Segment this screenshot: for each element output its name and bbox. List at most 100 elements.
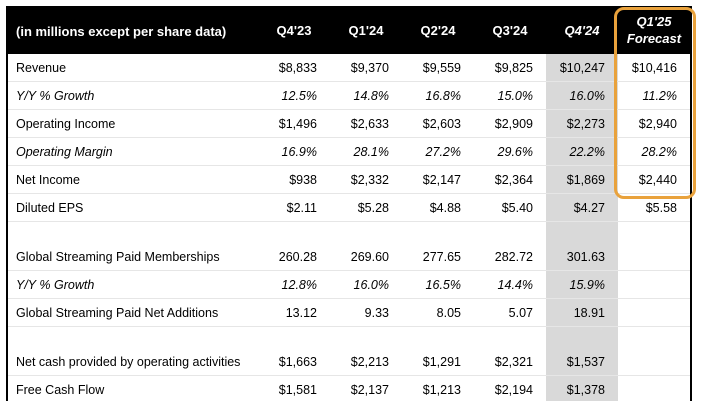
spacer-row — [8, 221, 690, 244]
cell — [258, 327, 330, 349]
cell — [402, 222, 474, 244]
row-label: Y/Y % Growth — [8, 270, 258, 299]
cell: $2,194 — [474, 375, 546, 401]
cell: $1,291 — [402, 348, 474, 376]
cell: 11.2% — [618, 81, 690, 110]
cell: 301.63 — [546, 243, 618, 271]
cell: $2,321 — [474, 348, 546, 376]
column-header-label: Q3'24 — [492, 22, 528, 38]
cell: $5.40 — [474, 193, 546, 222]
cell — [618, 375, 690, 401]
cell — [474, 327, 546, 349]
cell: $1,581 — [258, 375, 330, 401]
cell: $1,663 — [258, 348, 330, 376]
cell: 29.6% — [474, 137, 546, 166]
cell: 8.05 — [402, 298, 474, 327]
row-label: Y/Y % Growth — [8, 81, 258, 110]
row-label: Operating Margin — [8, 137, 258, 166]
cell: $2,273 — [546, 109, 618, 138]
cell: $10,247 — [546, 54, 618, 82]
table-row-net-income: Net Income $938 $2,332 $2,147 $2,364 $1,869 $2… — [8, 165, 690, 194]
column-header-q423: Q4'23 — [258, 8, 330, 54]
cell: $2,332 — [330, 165, 402, 194]
cell: 28.2% — [618, 137, 690, 166]
cell — [330, 327, 402, 349]
cell: $1,869 — [546, 165, 618, 194]
cell: $2,940 — [618, 109, 690, 138]
column-header-label: Q2'24 — [420, 22, 456, 38]
cell: 16.9% — [258, 137, 330, 166]
column-header-q124: Q1'24 — [330, 8, 402, 54]
cell: $4.27 — [546, 193, 618, 222]
cell: $2,364 — [474, 165, 546, 194]
cell: 28.1% — [330, 137, 402, 166]
cell: 27.2% — [402, 137, 474, 166]
cell — [330, 222, 402, 244]
cell: 282.72 — [474, 243, 546, 271]
table-row-diluted-eps: Diluted EPS $2.11 $5.28 $4.88 $5.40 $4.27 $5.5… — [8, 193, 690, 222]
cell: $5.58 — [618, 193, 690, 222]
cell: 9.33 — [330, 298, 402, 327]
column-header-label: Q1'24 — [348, 22, 384, 38]
row-label: Diluted EPS — [8, 193, 258, 222]
cell: 16.5% — [402, 270, 474, 299]
cell: 5.07 — [474, 298, 546, 327]
corner-label: (in millions except per share data) — [8, 8, 258, 54]
row-label: Revenue — [8, 54, 258, 82]
cell — [546, 326, 618, 348]
cell: $2,213 — [330, 348, 402, 376]
cell: $8,833 — [258, 54, 330, 82]
cell: 14.4% — [474, 270, 546, 299]
row-label — [8, 222, 258, 244]
header-row: (in millions except per share data) Q4'2… — [8, 8, 690, 54]
cell: 12.5% — [258, 81, 330, 110]
cell: 15.9% — [546, 270, 618, 299]
row-label: Net Income — [8, 165, 258, 194]
table-row-net-cash-provided-by-operating-activities: Net cash provided by operating activitie… — [8, 348, 690, 376]
cell: $2,603 — [402, 109, 474, 138]
cell: $2,147 — [402, 165, 474, 194]
cell: $2.11 — [258, 193, 330, 222]
spacer-row — [8, 326, 690, 349]
table-row-revenue: Revenue $8,833 $9,370 $9,559 $9,825 $10,247 $1… — [8, 54, 690, 82]
cell: $2,137 — [330, 375, 402, 401]
cell — [546, 221, 618, 243]
cell: 12.8% — [258, 270, 330, 299]
cell: $4.88 — [402, 193, 474, 222]
row-label: Free Cash Flow — [8, 375, 258, 401]
cell: 14.8% — [330, 81, 402, 110]
financial-table-inner: (in millions except per share data) Q4'2… — [8, 8, 690, 401]
table-row-y-y-growth: Y/Y % Growth 12.8% 16.0% 16.5% 14.4% 15.9% — [8, 270, 690, 299]
cell: $9,370 — [330, 54, 402, 82]
cell — [618, 243, 690, 271]
cell — [618, 298, 690, 327]
cell: 269.60 — [330, 243, 402, 271]
cell: $2,440 — [618, 165, 690, 194]
table-row-operating-margin: Operating Margin 16.9% 28.1% 27.2% 29.6% 22.2… — [8, 137, 690, 166]
cell: $1,537 — [546, 348, 618, 376]
cell: 16.0% — [330, 270, 402, 299]
row-label: Global Streaming Paid Memberships — [8, 243, 258, 271]
cell — [258, 222, 330, 244]
cell: 260.28 — [258, 243, 330, 271]
cell: $10,416 — [618, 54, 690, 82]
cell — [402, 327, 474, 349]
cell: $5.28 — [330, 193, 402, 222]
cell: 22.2% — [546, 137, 618, 166]
cell: $1,213 — [402, 375, 474, 401]
table-row-free-cash-flow: Free Cash Flow $1,581 $2,137 $1,213 $2,194 $1… — [8, 375, 690, 401]
column-header-q424: Q4'24 — [546, 8, 618, 54]
cell: 277.65 — [402, 243, 474, 271]
cell — [474, 222, 546, 244]
cell: $9,559 — [402, 54, 474, 82]
column-header-label: Q4'23 — [276, 22, 312, 38]
cell: 18.91 — [546, 298, 618, 327]
cell — [618, 270, 690, 299]
table-row-global-streaming-paid-net-additions: Global Streaming Paid Net Additions 13.12… — [8, 298, 690, 327]
cell: $9,825 — [474, 54, 546, 82]
column-header-sublabel: Forecast — [626, 31, 682, 46]
row-label — [8, 327, 258, 349]
column-header-q224: Q2'24 — [402, 8, 474, 54]
cell: $938 — [258, 165, 330, 194]
